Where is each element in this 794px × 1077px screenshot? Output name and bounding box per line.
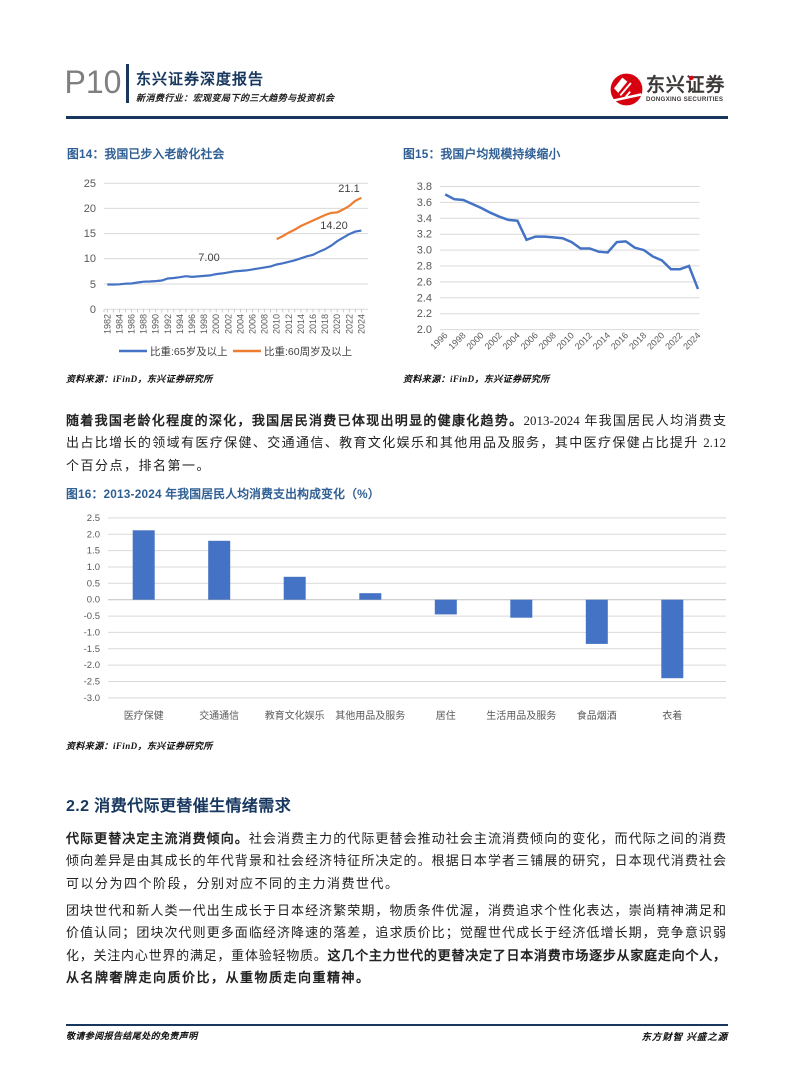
svg-text:1998: 1998 — [446, 330, 467, 351]
svg-text:3.8: 3.8 — [417, 181, 432, 193]
svg-text:-2.5: -2.5 — [84, 677, 100, 688]
svg-text:2016: 2016 — [609, 330, 630, 351]
svg-text:1996: 1996 — [187, 314, 197, 334]
svg-text:1994: 1994 — [175, 314, 185, 334]
svg-text:1990: 1990 — [151, 314, 161, 334]
svg-text:7.00: 7.00 — [198, 252, 219, 264]
svg-text:居住: 居住 — [436, 709, 456, 722]
svg-text:0.5: 0.5 — [87, 578, 100, 589]
svg-text:3.6: 3.6 — [417, 197, 432, 209]
svg-text:其他用品及服务: 其他用品及服务 — [335, 709, 405, 722]
svg-text:2020: 2020 — [645, 330, 666, 351]
svg-text:-2.0: -2.0 — [84, 660, 100, 671]
svg-text:-0.5: -0.5 — [84, 611, 100, 622]
svg-text:1984: 1984 — [114, 314, 124, 334]
svg-text:2010: 2010 — [555, 330, 576, 351]
svg-text:2022: 2022 — [663, 330, 684, 351]
svg-text:2002: 2002 — [223, 314, 233, 334]
svg-text:医疗保健: 医疗保健 — [124, 709, 164, 722]
svg-text:2012: 2012 — [284, 314, 294, 334]
svg-text:2022: 2022 — [344, 314, 354, 334]
svg-text:2016: 2016 — [308, 314, 318, 334]
svg-text:15: 15 — [84, 228, 96, 240]
svg-text:0: 0 — [90, 304, 96, 316]
svg-text:1982: 1982 — [102, 314, 112, 334]
svg-text:2006: 2006 — [519, 330, 540, 351]
svg-text:2004: 2004 — [235, 314, 245, 334]
svg-text:1.5: 1.5 — [87, 546, 100, 557]
svg-text:14.20: 14.20 — [320, 220, 348, 232]
svg-text:0.0: 0.0 — [87, 595, 100, 606]
svg-text:-3.0: -3.0 — [84, 693, 100, 704]
svg-text:比重:60周岁及以上: 比重:60周岁及以上 — [264, 345, 352, 358]
svg-text:25: 25 — [84, 178, 96, 190]
svg-text:20: 20 — [84, 203, 96, 215]
svg-text:2014: 2014 — [591, 330, 612, 351]
svg-text:生活用品及服务: 生活用品及服务 — [486, 709, 556, 722]
svg-text:2002: 2002 — [483, 330, 504, 351]
svg-text:比重:65岁及以上: 比重:65岁及以上 — [150, 345, 228, 358]
svg-text:2008: 2008 — [537, 330, 558, 351]
svg-text:1986: 1986 — [127, 314, 137, 334]
svg-text:1988: 1988 — [139, 314, 149, 334]
svg-text:2020: 2020 — [332, 314, 342, 334]
svg-text:食品烟酒: 食品烟酒 — [577, 709, 617, 722]
svg-text:2.0: 2.0 — [87, 529, 100, 540]
svg-text:1.0: 1.0 — [87, 562, 100, 573]
svg-text:3.0: 3.0 — [417, 245, 432, 257]
svg-text:2.4: 2.4 — [417, 292, 432, 304]
svg-text:10: 10 — [84, 253, 96, 265]
svg-text:交通通信: 交通通信 — [199, 709, 239, 722]
svg-text:2018: 2018 — [627, 330, 648, 351]
svg-text:2006: 2006 — [248, 314, 258, 334]
svg-text:2014: 2014 — [296, 314, 306, 334]
svg-text:2.6: 2.6 — [417, 276, 432, 288]
svg-text:2024: 2024 — [356, 314, 366, 334]
svg-text:2010: 2010 — [272, 314, 282, 334]
svg-text:2024: 2024 — [681, 330, 702, 351]
svg-text:2008: 2008 — [260, 314, 270, 334]
svg-text:3.2: 3.2 — [417, 229, 432, 241]
svg-text:21.1: 21.1 — [338, 183, 359, 195]
svg-text:2012: 2012 — [573, 330, 594, 351]
svg-text:2004: 2004 — [501, 330, 522, 351]
svg-text:2.2: 2.2 — [417, 308, 432, 320]
svg-text:5: 5 — [90, 279, 96, 291]
svg-text:2000: 2000 — [211, 314, 221, 334]
svg-text:3.4: 3.4 — [417, 213, 432, 225]
svg-text:-1.0: -1.0 — [84, 627, 100, 638]
svg-text:1998: 1998 — [199, 314, 209, 334]
svg-text:2.8: 2.8 — [417, 261, 432, 273]
svg-text:2.5: 2.5 — [87, 513, 100, 524]
svg-text:1992: 1992 — [163, 314, 173, 334]
svg-text:衣着: 衣着 — [662, 709, 682, 722]
svg-text:2000: 2000 — [464, 330, 485, 351]
svg-text:-1.5: -1.5 — [84, 644, 100, 655]
svg-text:教育文化娱乐: 教育文化娱乐 — [265, 709, 325, 722]
svg-text:2018: 2018 — [320, 314, 330, 334]
svg-text:2.0: 2.0 — [417, 324, 432, 336]
